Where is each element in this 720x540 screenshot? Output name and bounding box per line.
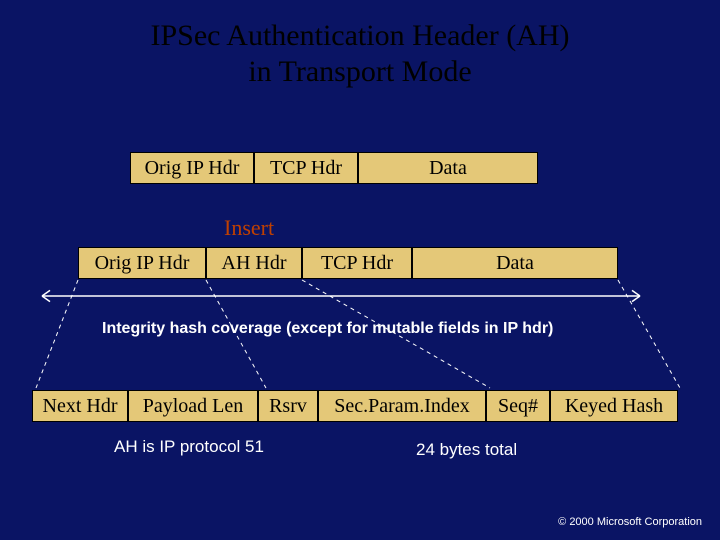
ah-packet-cell-2: TCP Hdr: [302, 247, 412, 279]
copyright-text: © 2000 Microsoft Corporation: [558, 516, 702, 528]
insert-label: Insert: [224, 215, 274, 241]
packet-row-with-ah: Orig IP HdrAH HdrTCP HdrData: [78, 247, 618, 279]
ah-field-cell-0: Next Hdr: [32, 390, 128, 422]
ah-header-fields-row: Next HdrPayload LenRsrvSec.Param.IndexSe…: [32, 390, 678, 422]
bytes-caption: 24 bytes total: [416, 440, 517, 460]
orig-packet-cell-1: TCP Hdr: [254, 152, 358, 184]
ah-field-cell-3: Sec.Param.Index: [318, 390, 486, 422]
ah-field-cell-1: Payload Len: [128, 390, 258, 422]
ah-packet-cell-0: Orig IP Hdr: [78, 247, 206, 279]
integrity-caption: Integrity hash coverage (except for muta…: [102, 320, 553, 338]
ah-field-cell-5: Keyed Hash: [550, 390, 678, 422]
packet-row-original: Orig IP HdrTCP HdrData: [130, 152, 538, 184]
orig-packet-cell-0: Orig IP Hdr: [130, 152, 254, 184]
ah-field-cell-4: Seq#: [486, 390, 550, 422]
ah-packet-cell-3: Data: [412, 247, 618, 279]
orig-packet-cell-2: Data: [358, 152, 538, 184]
ah-packet-cell-1: AH Hdr: [206, 247, 302, 279]
protocol-caption: AH is IP protocol 51: [114, 437, 264, 457]
slide-title: IPSec Authentication Header (AH) in Tran…: [0, 0, 720, 90]
ah-field-cell-2: Rsrv: [258, 390, 318, 422]
title-line-1: IPSec Authentication Header (AH): [150, 19, 569, 52]
title-line-2: in Transport Mode: [248, 55, 471, 88]
